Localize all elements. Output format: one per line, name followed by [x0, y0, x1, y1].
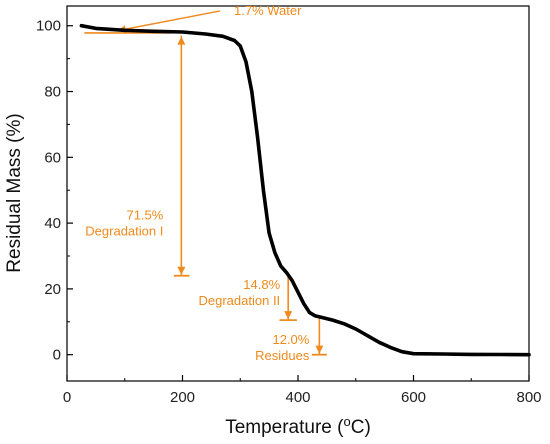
res-arrow-head-down [315, 345, 324, 354]
deg2-arrow-head-down [284, 311, 293, 320]
y-axis-ticks: 0 20 40 60 80 100 [36, 18, 73, 364]
deg1-arrow-head-up [177, 36, 186, 45]
y-tick-label: 20 [44, 281, 61, 298]
x-tick-label: 800 [516, 389, 541, 406]
x-tick-label: 600 [401, 389, 426, 406]
y-axis-title: Residual Mass (%) [4, 113, 25, 272]
deg2-label: 14.8% [243, 277, 280, 292]
deg1-arrow-head-down [177, 266, 186, 275]
deg2-label: Degradation II [199, 293, 281, 308]
x-axis-title: Temperature (oC) [225, 414, 371, 439]
x-tick-label: 200 [170, 389, 195, 406]
x-tick-label: 0 [63, 389, 71, 406]
deg1-label: Degradation I [85, 224, 163, 239]
y-tick-label: 60 [44, 149, 61, 166]
y-tick-label: 80 [44, 84, 61, 101]
annotations: 1.7% Water 71.5%Degradation I 14.8%Degrada… [84, 3, 327, 363]
res-label: 12.0% [272, 332, 309, 347]
y-tick-label: 100 [36, 18, 61, 35]
y-tick-label: 0 [53, 347, 61, 364]
y-tick-label: 40 [44, 215, 61, 232]
x-axis-ticks: 0 200 400 600 800 [63, 375, 542, 406]
water-label: 1.7% Water [234, 3, 302, 18]
deg1-label: 71.5% [126, 208, 163, 223]
res-label: Residues [255, 348, 310, 363]
water-arrow-line [117, 10, 221, 32]
x-tick-label: 400 [285, 389, 310, 406]
series-line-residual-mass [79, 23, 531, 357]
plot-frame [66, 5, 530, 382]
